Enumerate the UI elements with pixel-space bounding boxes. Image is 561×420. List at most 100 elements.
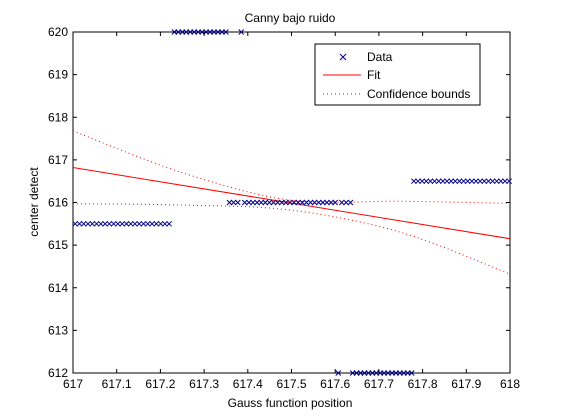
data-point bbox=[80, 220, 87, 227]
data-point bbox=[153, 220, 160, 227]
y-tick-label: 620 bbox=[48, 25, 68, 39]
data-point bbox=[477, 178, 483, 185]
x-tick-label: 617.6 bbox=[320, 377, 350, 391]
data-point bbox=[254, 199, 260, 206]
legend-label-fit: Fit bbox=[367, 68, 381, 82]
data-point bbox=[110, 220, 117, 227]
data-point bbox=[411, 178, 417, 185]
y-tick-label: 613 bbox=[48, 323, 68, 337]
confidence-lower-line bbox=[72, 203, 511, 275]
x-tick-label: 617.2 bbox=[145, 377, 175, 391]
data-point bbox=[332, 199, 339, 206]
data-point bbox=[250, 199, 256, 206]
chart-title: Canny bajo ruido bbox=[245, 11, 336, 25]
data-point bbox=[485, 178, 492, 185]
data-point bbox=[278, 199, 285, 206]
data-point bbox=[149, 220, 155, 227]
data-point bbox=[270, 199, 277, 206]
x-tick-label: 617.4 bbox=[233, 377, 263, 391]
y-tick-label: 615 bbox=[48, 238, 68, 252]
legend-label-data: Data bbox=[367, 50, 393, 64]
data-point bbox=[106, 220, 113, 227]
data-point bbox=[506, 178, 512, 185]
fit-line bbox=[72, 167, 511, 240]
data-point bbox=[489, 178, 496, 185]
legend-label-confidence: Confidence bounds bbox=[367, 87, 470, 101]
data-point bbox=[328, 199, 334, 206]
y-axis: 612 613 614 615 616 617 618 619 620 bbox=[48, 25, 510, 380]
data-point bbox=[132, 220, 138, 227]
data-point bbox=[440, 178, 446, 185]
data-point bbox=[324, 199, 330, 206]
data-point bbox=[93, 220, 100, 227]
data-point bbox=[452, 178, 459, 185]
data-point bbox=[444, 178, 450, 185]
data-point bbox=[140, 220, 147, 227]
data-point bbox=[473, 178, 479, 185]
data-point bbox=[127, 220, 134, 227]
data-point bbox=[223, 29, 229, 35]
x-tick-label: 617.5 bbox=[276, 377, 306, 391]
x-axis: 617 617.1 617.2 617.3 617.4 617.5 617.6 617.7 61… bbox=[63, 32, 520, 391]
data-point bbox=[320, 199, 326, 206]
x-tick-label: 617 bbox=[63, 377, 83, 391]
data-point bbox=[448, 178, 454, 185]
data-point bbox=[102, 220, 108, 227]
data-point bbox=[230, 199, 237, 206]
data-point bbox=[299, 199, 306, 206]
x-tick-label: 617.7 bbox=[364, 377, 394, 391]
x-tick-label: 618 bbox=[500, 377, 520, 391]
data-point bbox=[258, 199, 265, 206]
data-point bbox=[287, 199, 293, 206]
data-point bbox=[166, 220, 172, 227]
data-point bbox=[144, 220, 151, 227]
legend-marker-data bbox=[339, 53, 347, 61]
y-tick-label: 617 bbox=[48, 153, 68, 167]
data-point bbox=[226, 199, 233, 206]
data-point bbox=[427, 178, 434, 185]
data-point bbox=[72, 220, 79, 227]
x-tick-label: 617.1 bbox=[102, 377, 132, 391]
data-point bbox=[481, 178, 488, 185]
data-point bbox=[283, 199, 289, 206]
data-point bbox=[493, 178, 500, 185]
data-point bbox=[238, 29, 245, 35]
y-tick-label: 614 bbox=[48, 281, 68, 295]
data-point bbox=[335, 370, 342, 376]
data-point bbox=[89, 220, 96, 227]
data-point bbox=[266, 199, 273, 206]
data-point bbox=[157, 220, 164, 227]
data-point bbox=[423, 178, 430, 185]
x-tick-label: 617.3 bbox=[189, 377, 219, 391]
data-point bbox=[303, 199, 310, 206]
data-point bbox=[502, 178, 508, 185]
data-point bbox=[431, 178, 438, 185]
data-point bbox=[241, 199, 248, 206]
data-point bbox=[234, 199, 241, 206]
y-tick-label: 612 bbox=[48, 366, 68, 380]
x-tick-label: 617.9 bbox=[451, 377, 481, 391]
data-point bbox=[119, 220, 126, 227]
data-point bbox=[460, 178, 467, 185]
data-point bbox=[435, 178, 442, 185]
data-point bbox=[468, 178, 475, 185]
data-point bbox=[408, 370, 415, 376]
fit-line-group bbox=[72, 167, 511, 240]
legend: Data Fit Confidence bounds bbox=[314, 43, 481, 106]
x-tick-label: 617.8 bbox=[408, 377, 438, 391]
data-point bbox=[97, 220, 104, 227]
data-point bbox=[311, 199, 318, 206]
data-point bbox=[315, 199, 322, 206]
data-markers bbox=[72, 29, 512, 376]
data-point bbox=[274, 199, 281, 206]
data-point bbox=[497, 178, 504, 185]
data-point bbox=[307, 199, 314, 206]
data-point bbox=[456, 178, 463, 185]
y-axis-title: center detect bbox=[27, 167, 41, 237]
data-point bbox=[115, 220, 121, 227]
data-point bbox=[162, 220, 168, 227]
data-point bbox=[419, 178, 425, 185]
data-point bbox=[415, 178, 421, 185]
y-tick-label: 616 bbox=[48, 196, 68, 210]
